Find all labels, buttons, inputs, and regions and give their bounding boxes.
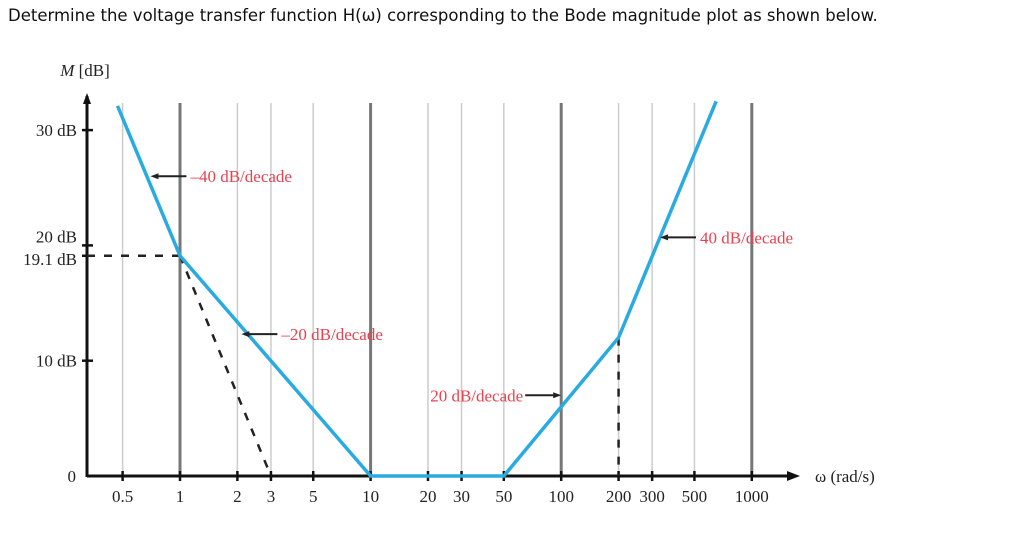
annotation-label: 20 dB/decade [430, 386, 523, 405]
x-tick-label: 5 [309, 487, 318, 506]
x-tick-label: 0.5 [112, 487, 133, 506]
y-axis-arrow [83, 93, 91, 104]
y-tick-label: 20 dB [36, 227, 77, 246]
y-axis-label: M [dB] [59, 61, 110, 80]
x-tick-label: 30 [453, 487, 470, 506]
annotation-arrowhead [150, 173, 159, 180]
y-tick-label: 19.1 dB [23, 250, 77, 269]
x-tick-label: 10 [362, 487, 379, 506]
x-tick-label: 3 [267, 487, 276, 506]
x-tick-label: 200 [606, 487, 632, 506]
y-axis-label-symbol: M [59, 61, 75, 80]
x-tick-label: 100 [548, 487, 574, 506]
x-tick-label: 50 [495, 487, 512, 506]
x-tick-label: 20 [419, 487, 436, 506]
x-tick-label: 500 [682, 487, 708, 506]
x-tick-label: 300 [639, 487, 665, 506]
annotation-label: –20 dB/decade [280, 325, 383, 344]
y-tick-label: 10 dB [36, 352, 77, 371]
annotation-arrowhead [660, 234, 669, 241]
x-tick-label: 1 [176, 487, 185, 506]
magnitude-line [115, 100, 718, 478]
annotation-arrowhead [241, 331, 250, 338]
dashed-guide [178, 255, 273, 477]
annotation-label: 40 dB/decade [700, 228, 793, 247]
x-axis-arrow [787, 471, 800, 481]
annotation-arrowhead [553, 392, 562, 399]
x-tick-label: 2 [233, 487, 242, 506]
question-text: Determine the voltage transfer function … [8, 6, 878, 25]
y-axis-label-unit: [dB] [74, 61, 109, 80]
y-tick-label: 0 [68, 467, 77, 486]
y-tick-label: 30 dB [36, 121, 77, 140]
annotation-label: –40 dB/decade [189, 167, 292, 186]
x-tick-label: 1000 [735, 487, 769, 506]
x-axis-label: ω (rad/s) [815, 467, 875, 486]
